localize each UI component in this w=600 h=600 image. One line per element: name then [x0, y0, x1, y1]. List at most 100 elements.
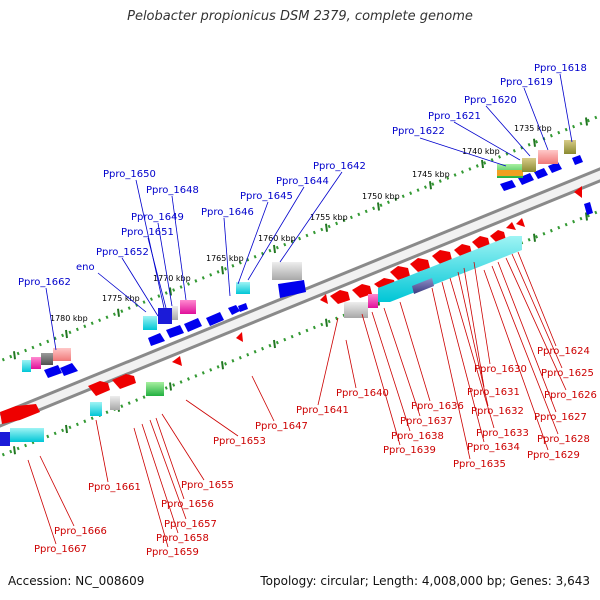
gene-label[interactable]: Ppro_1657 — [164, 519, 217, 530]
feature-box[interactable] — [412, 278, 434, 294]
reverse-gene-arrow[interactable] — [0, 404, 40, 424]
gene-label[interactable]: Ppro_1633 — [476, 428, 529, 439]
feature-box[interactable] — [10, 428, 44, 442]
feature-box[interactable] — [344, 302, 368, 318]
gene-label[interactable]: Ppro_1619 — [500, 77, 553, 88]
gene-label[interactable]: Ppro_1629 — [527, 450, 580, 461]
forward-gene-arrow[interactable] — [278, 280, 306, 298]
feature-box[interactable] — [22, 360, 31, 372]
gene-label[interactable]: Ppro_1639 — [383, 445, 436, 456]
forward-gene-arrow[interactable] — [166, 325, 184, 338]
forward-gene-arrow[interactable] — [518, 173, 534, 185]
gene-label[interactable]: Ppro_1621 — [428, 111, 481, 122]
feature-box[interactable] — [0, 432, 10, 446]
reverse-gene-arrow[interactable] — [410, 258, 430, 272]
gene-label[interactable]: Ppro_1659 — [146, 547, 199, 558]
gene-label[interactable]: Ppro_1661 — [88, 482, 141, 493]
feature-box[interactable] — [497, 170, 523, 176]
gene-label[interactable]: Ppro_1630 — [474, 364, 527, 375]
gene-label[interactable]: Ppro_1647 — [255, 421, 308, 432]
feature-box[interactable] — [172, 306, 178, 320]
gene-label[interactable]: Ppro_1648 — [146, 185, 199, 196]
forward-gene-arrow[interactable] — [60, 363, 78, 376]
leader-line — [121, 257, 159, 317]
gene-label[interactable]: Ppro_1653 — [213, 436, 266, 447]
reverse-gene-arrow[interactable] — [172, 356, 182, 366]
feature-box[interactable] — [31, 357, 41, 369]
forward-gene-arrow[interactable] — [148, 333, 165, 346]
feature-box[interactable] — [143, 316, 157, 330]
feature-box[interactable] — [158, 308, 172, 324]
forward-gene-arrow[interactable] — [238, 303, 248, 312]
feature-box[interactable] — [538, 150, 558, 164]
gene-label[interactable]: Ppro_1666 — [54, 526, 107, 537]
feature-box[interactable] — [110, 396, 120, 410]
reverse-gene-arrow[interactable] — [390, 266, 410, 280]
gene-label[interactable]: Ppro_1641 — [296, 405, 349, 416]
gene-label[interactable]: Ppro_1640 — [336, 388, 389, 399]
gene-label[interactable]: Ppro_1646 — [201, 207, 254, 218]
reverse-gene-arrow[interactable] — [112, 374, 136, 389]
gene-label[interactable]: Ppro_1656 — [161, 499, 214, 510]
leader-line — [157, 222, 173, 307]
reverse-gene-arrow[interactable] — [236, 332, 243, 342]
feature-box[interactable] — [41, 353, 53, 365]
feature-box[interactable] — [146, 382, 164, 396]
reverse-gene-arrow[interactable] — [88, 381, 110, 396]
reverse-gene-arrow[interactable] — [574, 186, 582, 198]
gene-label[interactable]: Ppro_1618 — [534, 63, 587, 74]
gene-label[interactable]: Ppro_1655 — [181, 480, 234, 491]
feature-box[interactable] — [368, 294, 378, 308]
forward-gene-arrow[interactable] — [228, 305, 240, 315]
feature-box[interactable] — [272, 262, 302, 280]
gene-label[interactable]: Ppro_1644 — [276, 176, 329, 187]
gene-label[interactable]: Ppro_1638 — [391, 431, 444, 442]
gene-label[interactable]: Ppro_1627 — [534, 412, 587, 423]
forward-gene-arrow[interactable] — [572, 155, 583, 165]
gene-label[interactable]: Ppro_1642 — [313, 161, 366, 172]
reverse-gene-arrow[interactable] — [506, 222, 516, 230]
gene-label[interactable]: Ppro_1635 — [453, 459, 506, 470]
gene-label[interactable]: Ppro_1631 — [467, 387, 520, 398]
feature-box[interactable] — [180, 300, 196, 314]
feature-box[interactable] — [53, 348, 71, 361]
feature-box[interactable] — [236, 282, 250, 294]
reverse-gene-arrow[interactable] — [320, 294, 328, 304]
gene-label[interactable]: eno — [76, 262, 95, 273]
gene-label[interactable]: Ppro_1634 — [467, 442, 520, 453]
gene-label[interactable]: Ppro_1649 — [131, 212, 184, 223]
feature-box[interactable] — [90, 402, 102, 416]
feature-box[interactable] — [564, 140, 576, 154]
reverse-gene-arrow[interactable] — [352, 284, 372, 298]
forward-gene-arrow[interactable] — [584, 202, 593, 215]
gene-label[interactable]: Ppro_1624 — [537, 346, 590, 357]
gene-label[interactable]: Ppro_1652 — [96, 247, 149, 258]
reverse-gene-arrow[interactable] — [330, 290, 350, 304]
forward-gene-arrow[interactable] — [206, 312, 224, 326]
forward-gene-arrow[interactable] — [548, 162, 562, 173]
gene-label[interactable]: Ppro_1622 — [392, 126, 445, 137]
feature-box[interactable] — [522, 158, 536, 172]
gene-label[interactable]: Ppro_1658 — [156, 533, 209, 544]
forward-gene-arrow[interactable] — [500, 180, 516, 191]
gene-label[interactable]: Ppro_1651 — [121, 227, 174, 238]
gene-label[interactable]: Ppro_1620 — [464, 95, 517, 106]
scale-tick — [585, 212, 588, 221]
forward-gene-arrow[interactable] — [184, 318, 202, 332]
reverse-gene-arrow[interactable] — [516, 218, 525, 227]
gene-label[interactable]: Ppro_1637 — [400, 416, 453, 427]
reverse-gene-arrow[interactable] — [432, 250, 452, 264]
gene-label[interactable]: Ppro_1645 — [240, 191, 293, 202]
scale-tick — [325, 318, 328, 327]
gene-label[interactable]: Ppro_1625 — [541, 368, 594, 379]
forward-label-leaders — [45, 73, 573, 351]
gene-label[interactable]: Ppro_1632 — [471, 406, 524, 417]
gene-label[interactable]: Ppro_1626 — [544, 390, 597, 401]
forward-gene-arrow[interactable] — [534, 168, 548, 179]
forward-gene-arrow[interactable] — [44, 365, 62, 378]
gene-label[interactable]: Ppro_1636 — [411, 401, 464, 412]
gene-label[interactable]: Ppro_1667 — [34, 544, 87, 555]
gene-label[interactable]: Ppro_1628 — [537, 434, 590, 445]
gene-label[interactable]: Ppro_1650 — [103, 169, 156, 180]
gene-label[interactable]: Ppro_1662 — [18, 277, 71, 288]
